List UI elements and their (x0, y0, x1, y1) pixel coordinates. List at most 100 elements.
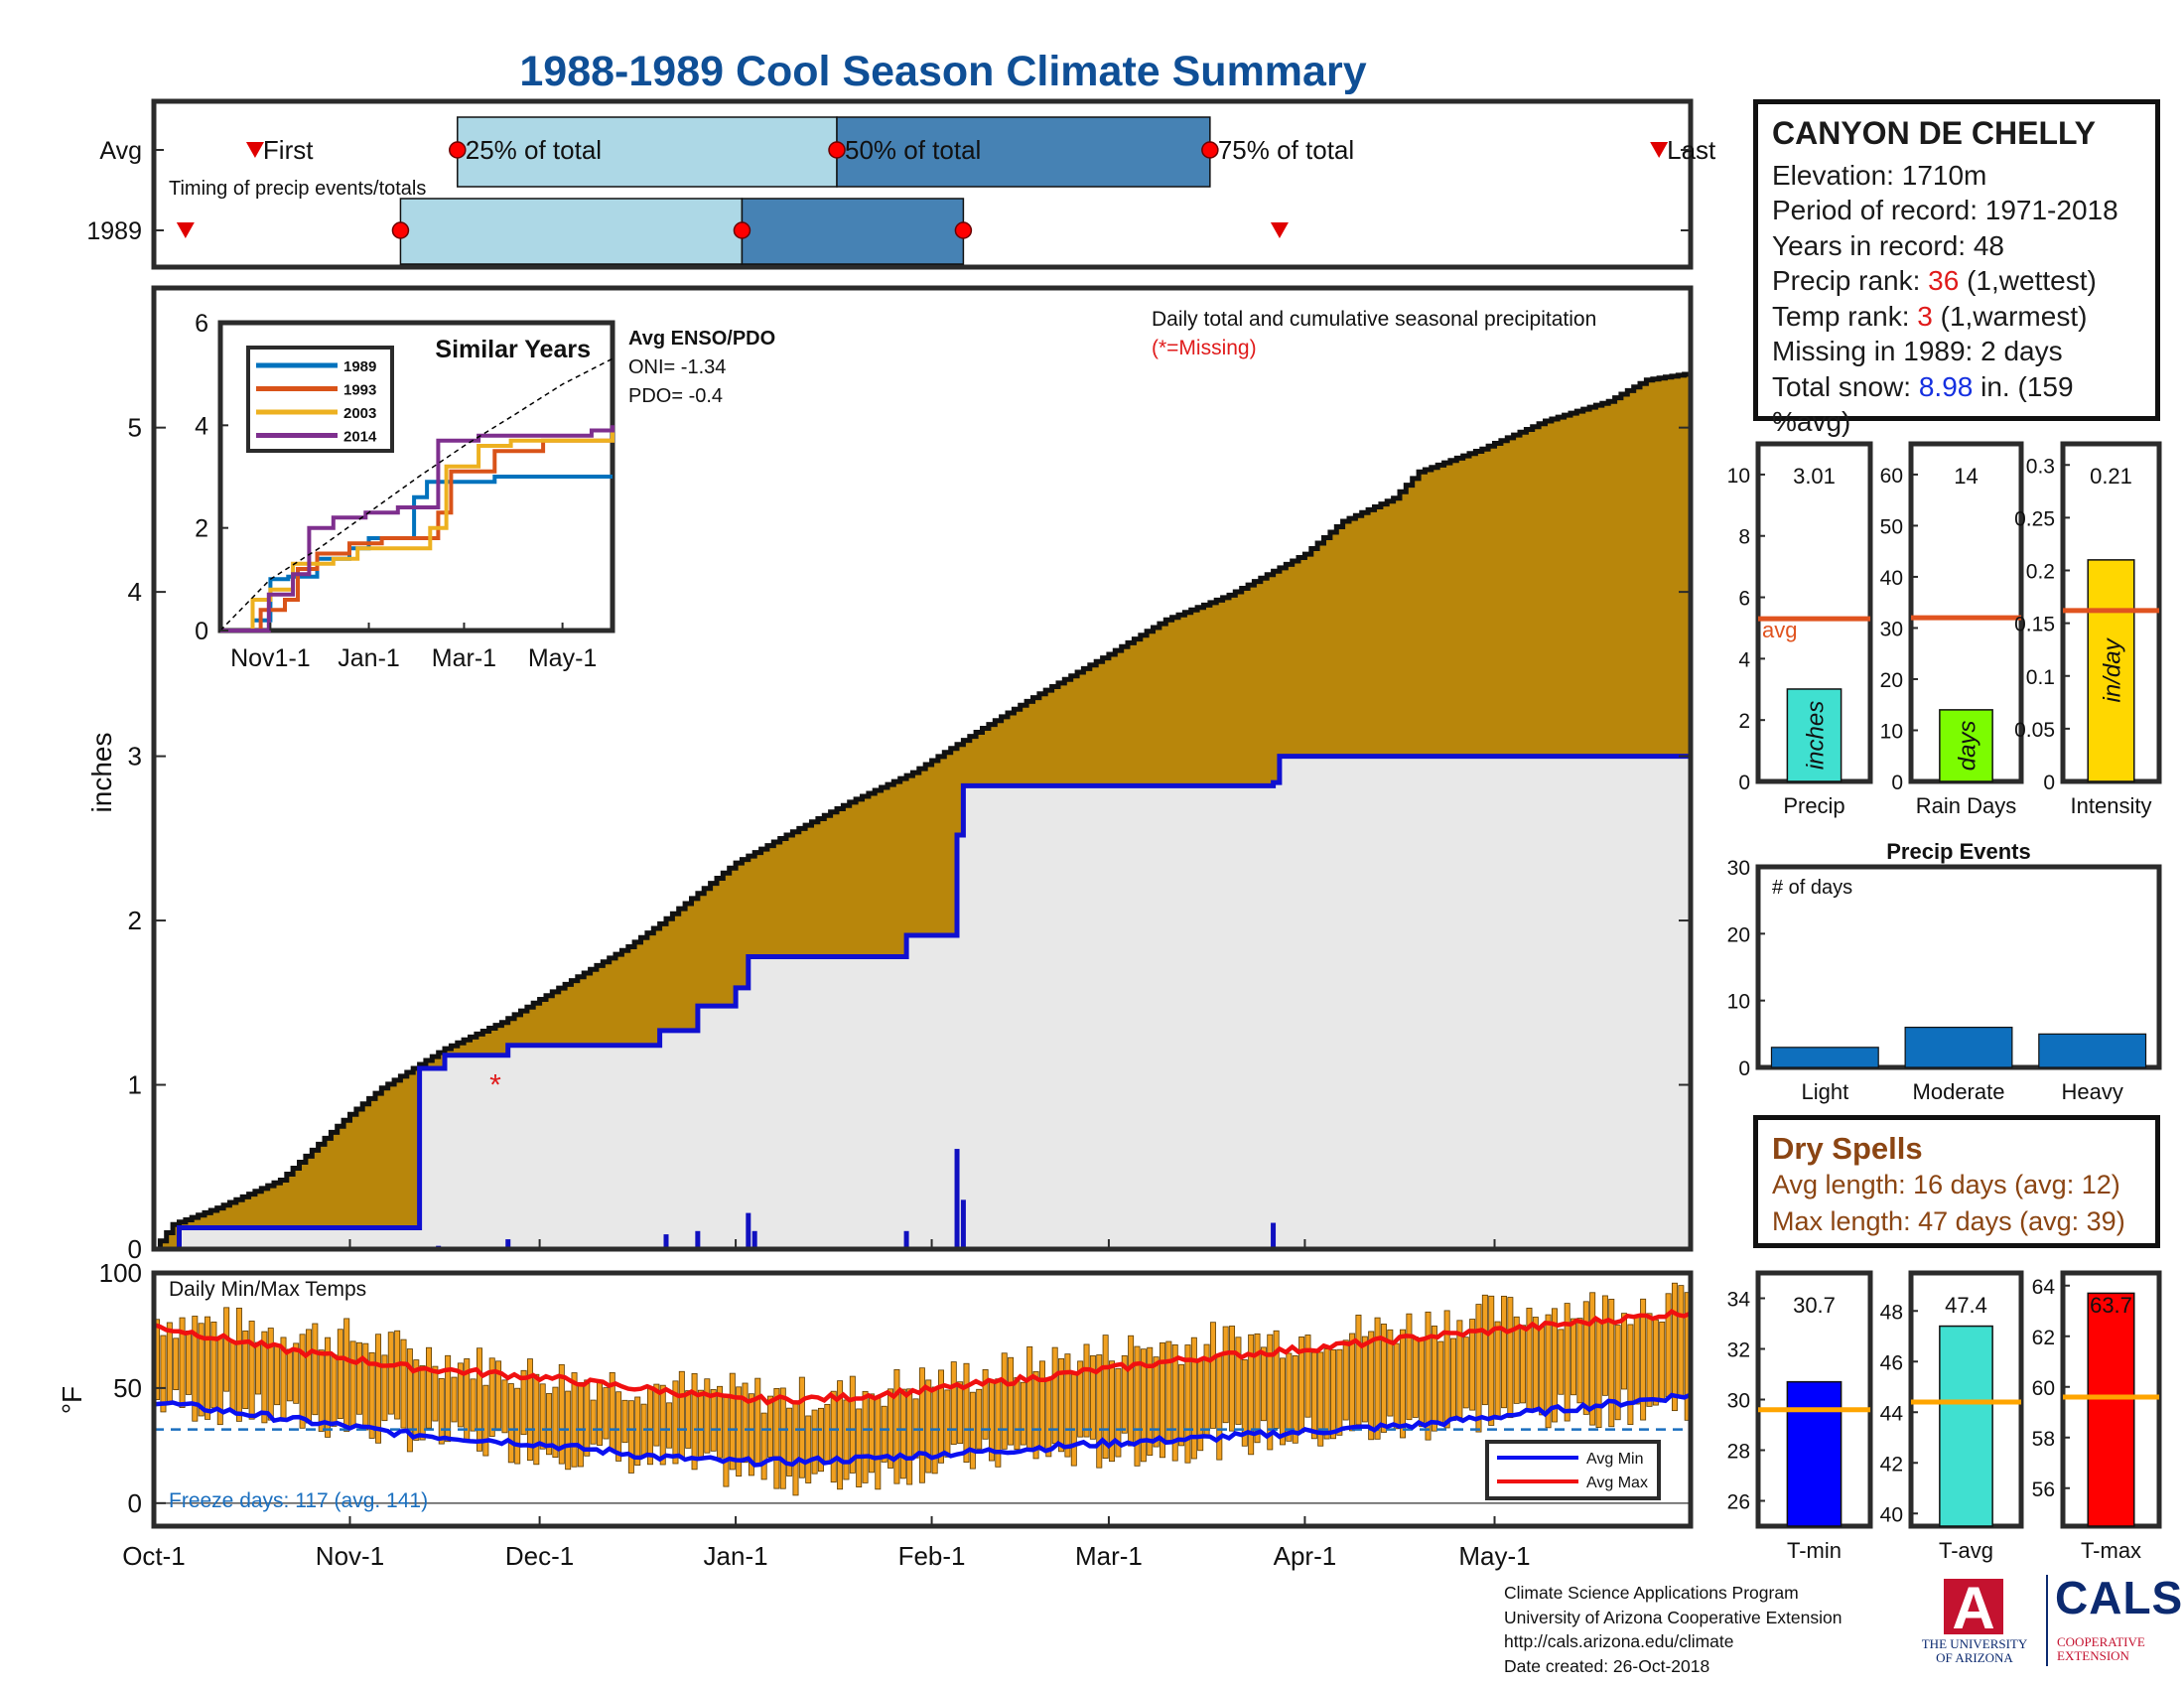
daily-temp-bar (1229, 1326, 1236, 1432)
daily-precip-bar (960, 1199, 966, 1249)
daily-temp-bar (1121, 1354, 1128, 1434)
timing-triangle-last-1 (1270, 222, 1289, 238)
inset-xtick-label: Nov1-1 (230, 644, 311, 672)
daily-temp-bar (760, 1412, 767, 1480)
daily-temp-bar (1431, 1326, 1437, 1432)
daily-temp-bar (1184, 1344, 1191, 1464)
daily-temp-bar (729, 1372, 736, 1471)
temps-chart: Daily Min/Max Temps Freeze days: 117 (av… (57, 1258, 1694, 1529)
daily-temp-bar (1128, 1335, 1135, 1447)
daily-temp-bar (1576, 1318, 1583, 1404)
coop-line-2: EXTENSION (2057, 1648, 2129, 1663)
daily-temp-bar (520, 1369, 527, 1436)
daily-temp-bar (837, 1380, 844, 1490)
daily-temp-bar (1222, 1326, 1229, 1424)
stat-value-Intensity: 0.21 (2090, 464, 2132, 489)
daily-temp-bar (843, 1399, 850, 1480)
month-tick-label: May-1 (1458, 1541, 1530, 1571)
daily-temp-bar (571, 1372, 578, 1468)
daily-temp-bar (982, 1368, 989, 1440)
avg-cumulative-line (154, 371, 1694, 1252)
credits: Climate Science Applications Program Uni… (1504, 1581, 1842, 1678)
daily-temp-bar (963, 1362, 970, 1463)
daily-temp-bar (862, 1390, 869, 1483)
daily-temp-bar (1064, 1353, 1071, 1458)
freeze-label: Freeze days: 117 (avg. 141) (169, 1489, 428, 1512)
stat-ytick-label: 10 (1727, 465, 1750, 488)
daily-temp-bar (1393, 1342, 1400, 1430)
temps-legend: Avg Min Avg Max (1485, 1440, 1661, 1500)
inset-legend-label-2003: 2003 (343, 405, 376, 422)
daily-temp-bar (824, 1403, 831, 1465)
daily-temp-bar (337, 1329, 343, 1420)
dry-spells-title: Dry Spells (1772, 1131, 1923, 1166)
daily-temp-bar (470, 1378, 477, 1432)
daily-temp-bar (1134, 1345, 1141, 1467)
timing-marker-p50-1 (733, 221, 751, 239)
precip-title: Daily total and cumulative seasonal prec… (1152, 308, 1596, 331)
daily-temp-bar (615, 1391, 622, 1462)
daily-temp-bar (1488, 1295, 1495, 1426)
daily-temp-bar (1014, 1377, 1021, 1451)
stat-ytick-label: 64 (2032, 1276, 2056, 1299)
daily-temp-bar (1209, 1322, 1216, 1429)
precip-ytick-label: 0 (128, 1234, 142, 1264)
timing-label-first: First (263, 135, 314, 165)
stat-ytick-label: 56 (2032, 1478, 2055, 1501)
obs-cumulative-area (154, 756, 1691, 1249)
inset-title: Similar Years (435, 336, 591, 363)
stat-ytick-label: 34 (1727, 1289, 1751, 1312)
daily-temp-bar (539, 1383, 546, 1450)
ua-logo-block (1944, 1579, 2003, 1634)
daily-temp-bar (546, 1393, 553, 1456)
timing-title: Timing of precip events/totals (169, 178, 426, 200)
daily-temp-bar (1058, 1357, 1065, 1453)
stat-ytick-label: 42 (1880, 1453, 1903, 1476)
timing-bar-25-50-1 (399, 198, 744, 265)
daily-temp-bar (1570, 1318, 1577, 1396)
daily-temp-bar (1147, 1346, 1154, 1456)
daily-temp-bar (1329, 1348, 1336, 1440)
daily-temp-bar (1077, 1360, 1084, 1438)
daily-temp-bar (1633, 1315, 1640, 1405)
missing-note: (*=Missing) (1152, 337, 1257, 359)
stat-value-Rain Days: 14 (1954, 464, 1978, 489)
daily-temp-bar (1400, 1329, 1407, 1439)
daily-temp-bar (210, 1322, 217, 1409)
daily-temp-bar (1038, 1360, 1045, 1451)
daily-temp-bar (1462, 1336, 1469, 1409)
stat-ytick-label: 0 (1891, 772, 1903, 794)
legend-box (1485, 1440, 1661, 1500)
daily-temp-bar (1070, 1373, 1077, 1467)
precip-frame (151, 285, 1694, 1252)
stat-ytick-label: 48 (1880, 1301, 1903, 1324)
stat-bar-Intensity (2087, 559, 2135, 782)
daily-temp-bar (748, 1393, 754, 1477)
daily-temp-bar (552, 1386, 559, 1459)
daily-temp-bar (457, 1362, 464, 1428)
daily-temp-bar (1601, 1295, 1608, 1396)
daily-temp-bar (1419, 1339, 1426, 1428)
daily-temp-bar (1494, 1321, 1501, 1420)
daily-temp-bar (597, 1381, 603, 1446)
daily-temp-bar (938, 1369, 944, 1464)
daily-temp-bar (267, 1328, 274, 1421)
credits-line-1: Climate Science Applications Program (1504, 1583, 1799, 1603)
stat-value-Precip: 3.01 (1793, 464, 1836, 489)
daily-temp-bar (375, 1334, 382, 1444)
daily-temp-bar (349, 1340, 356, 1427)
daily-temp-bar (717, 1385, 724, 1459)
daily-temp-bar (1582, 1301, 1589, 1415)
daily-temp-bar (893, 1368, 900, 1484)
daily-temp-bar (1500, 1295, 1507, 1409)
ua-line-1: THE UNIVERSITY (1921, 1636, 2028, 1651)
daily-temp-bar (255, 1341, 261, 1395)
daily-temp-bar (710, 1389, 717, 1452)
inset-xtick-label: Mar-1 (432, 644, 496, 672)
daily-temp-bar (1241, 1359, 1248, 1447)
daily-temp-bar (678, 1370, 685, 1459)
daily-temp-bar (1627, 1324, 1634, 1426)
daily-temp-bar (426, 1346, 432, 1429)
daily-temp-bar (1437, 1340, 1444, 1425)
timing-triangle-last-0 (1650, 142, 1669, 158)
